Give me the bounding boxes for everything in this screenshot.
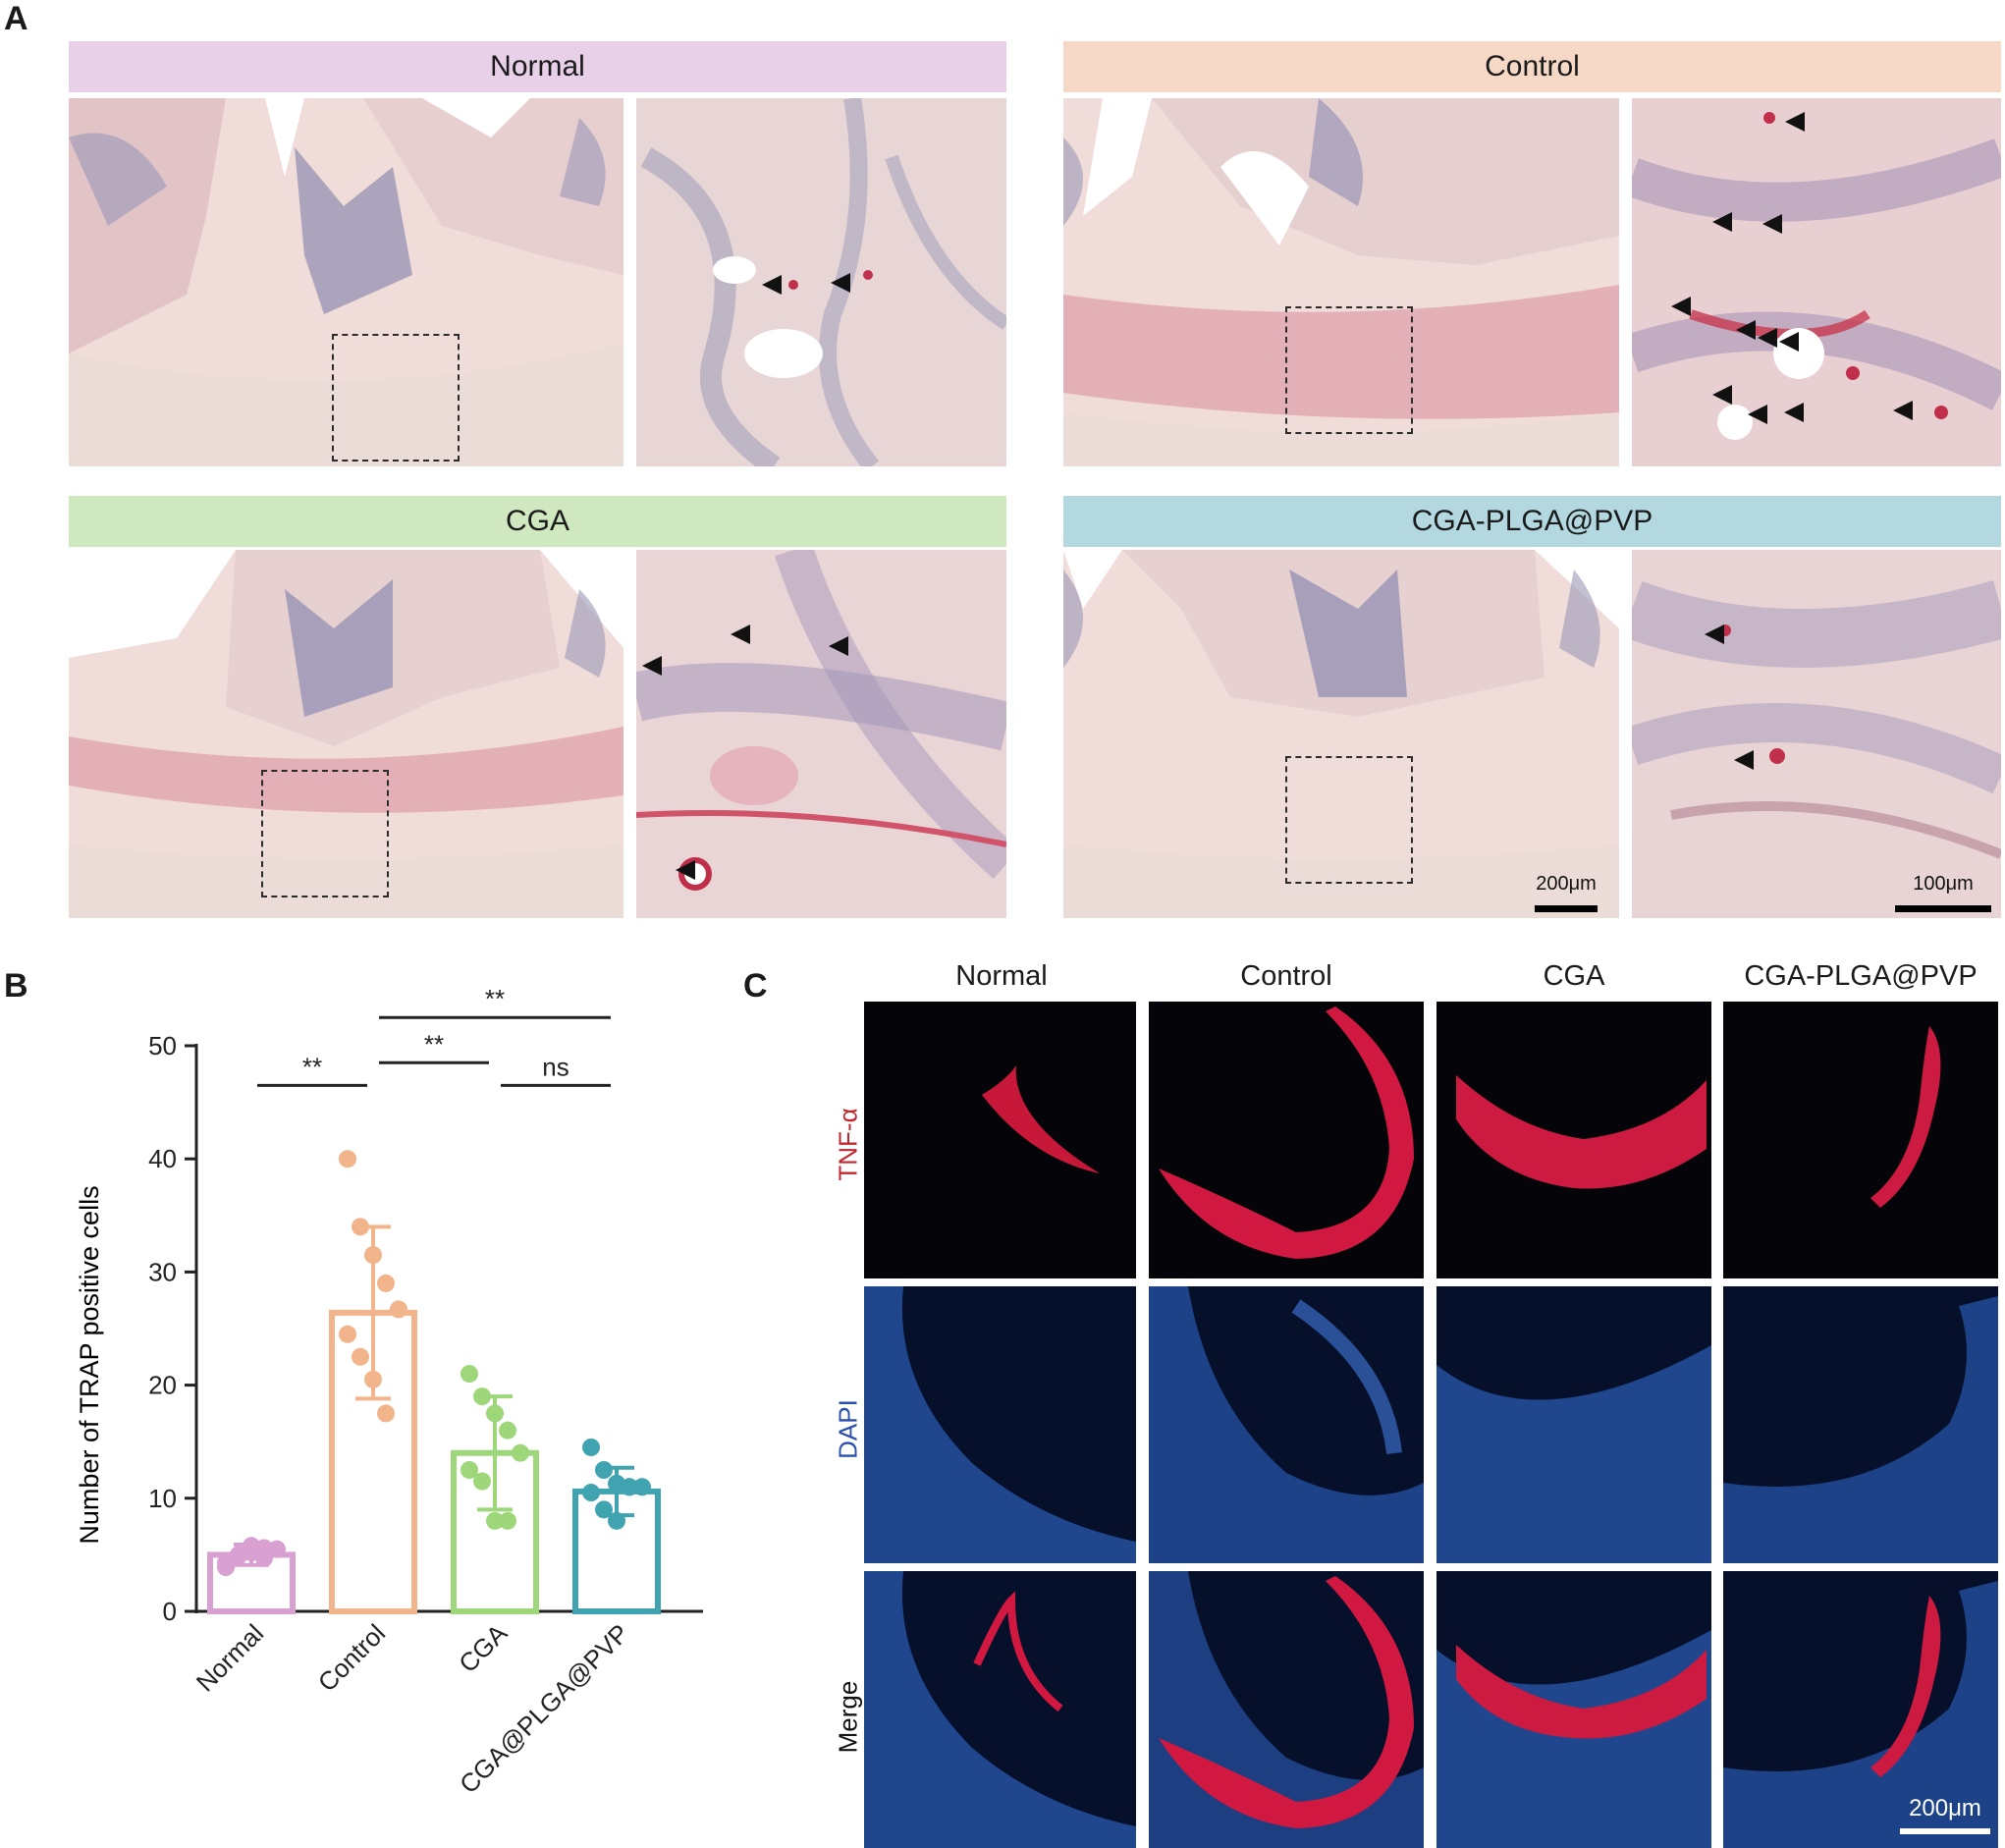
tnf-cga <box>1436 1002 1711 1278</box>
col-label-cga-plga-pvp: CGA-PLGA@PVP <box>1744 960 1978 992</box>
col-label-normal: Normal <box>955 960 1048 992</box>
tnf-cga-plga-pvp <box>1723 1002 1998 1278</box>
y-tick-label: 0 <box>163 1597 177 1626</box>
data-point <box>608 1511 625 1530</box>
trap-overview-cga <box>69 550 623 918</box>
row-label-merge: Merge <box>833 1680 863 1754</box>
data-point <box>486 1511 504 1530</box>
data-point <box>621 1478 638 1496</box>
data-point <box>377 1404 395 1423</box>
dapi-normal <box>864 1286 1136 1563</box>
dapi-control <box>1149 1286 1424 1563</box>
inset-box-cga <box>261 770 389 897</box>
data-point <box>499 1511 516 1530</box>
row-label-tnf: TNF-α <box>833 1108 863 1181</box>
scale-label-overview: 200μm <box>1536 873 1597 895</box>
data-point <box>339 1150 356 1169</box>
data-point <box>364 1370 382 1388</box>
data-point <box>582 1484 600 1502</box>
y-tick-label: 40 <box>148 1144 177 1173</box>
trap-zoom-cga-plga-pvp <box>1632 550 2001 918</box>
merge-normal <box>864 1571 1136 1848</box>
data-point <box>461 1461 478 1479</box>
y-tick-label: 20 <box>148 1371 177 1400</box>
inset-box-normal <box>332 334 460 462</box>
row-label-dapi: DAPI <box>833 1399 863 1459</box>
data-point <box>595 1461 613 1479</box>
data-point <box>595 1500 613 1519</box>
dapi-cga <box>1436 1286 1711 1563</box>
tnf-normal <box>864 1002 1136 1278</box>
data-point <box>268 1540 286 1558</box>
panel-label-b: B <box>4 967 28 1005</box>
col-label-control: Control <box>1240 960 1332 992</box>
trap-bar-chart: Number of TRAP positive cells 0 10 20 30 40 5… <box>75 984 703 1799</box>
merge-cga <box>1436 1571 1711 1848</box>
data-point <box>486 1404 504 1423</box>
merge-control <box>1149 1571 1424 1848</box>
significance-label: ** <box>485 984 505 1013</box>
y-tick-label: 10 <box>148 1484 177 1513</box>
trap-overview-cga-plga-pvp <box>1063 550 1619 918</box>
data-point <box>352 1347 369 1366</box>
merge-cga-plga-pvp: 200μm <box>1723 1571 1998 1848</box>
data-point <box>255 1539 273 1557</box>
data-point <box>461 1365 478 1384</box>
group-header-cga-plga-pvp: CGA-PLGA@PVP <box>1063 496 2001 547</box>
data-point <box>633 1478 651 1496</box>
scale-bar-overview <box>1535 905 1598 912</box>
scale-label-zoom: 100μm <box>1913 873 1974 895</box>
data-point <box>582 1438 600 1456</box>
group-header-cga: CGA <box>69 496 1006 547</box>
significance-label: ** <box>302 1052 322 1081</box>
data-point <box>364 1246 382 1265</box>
data-point <box>473 1472 491 1491</box>
data-point <box>473 1387 491 1406</box>
group-header-normal: Normal <box>69 41 1006 92</box>
col-label-cga: CGA <box>1543 960 1605 992</box>
trap-overview-normal <box>69 98 623 466</box>
y-tick-label: 50 <box>148 1031 177 1060</box>
data-point <box>377 1274 395 1292</box>
panel-label-a: A <box>4 0 28 37</box>
significance-label: ns <box>542 1052 569 1081</box>
inset-box-cga-plga-pvp <box>1285 756 1413 884</box>
data-point <box>390 1300 407 1319</box>
x-tick-label: CGA <box>453 1618 514 1679</box>
y-axis-label: Number of TRAP positive cells <box>75 1185 104 1544</box>
scale-bar-zoom <box>1895 905 1991 912</box>
group-header-control: Control <box>1063 41 2001 92</box>
trap-zoom-normal <box>636 98 1006 466</box>
data-point <box>339 1325 356 1343</box>
tnf-control <box>1149 1002 1424 1278</box>
y-tick-label: 30 <box>148 1257 177 1286</box>
significance-label: ** <box>424 1029 444 1059</box>
trap-zoom-control <box>1632 98 2001 466</box>
data-point <box>499 1421 516 1440</box>
x-tick-label: Control <box>312 1618 391 1697</box>
trap-overview-control <box>1063 98 1619 466</box>
data-point <box>352 1218 369 1236</box>
panel-label-c: C <box>743 967 768 1005</box>
scale-label-c: 200μm <box>1909 1795 1981 1821</box>
scale-bar-c <box>1900 1828 1990 1834</box>
dapi-cga-plga-pvp <box>1723 1286 1998 1563</box>
trap-zoom-cga <box>636 550 1006 918</box>
data-point <box>512 1443 529 1462</box>
x-tick-label: Normal <box>190 1618 269 1697</box>
inset-box-control <box>1285 306 1413 434</box>
data-point <box>217 1558 235 1577</box>
